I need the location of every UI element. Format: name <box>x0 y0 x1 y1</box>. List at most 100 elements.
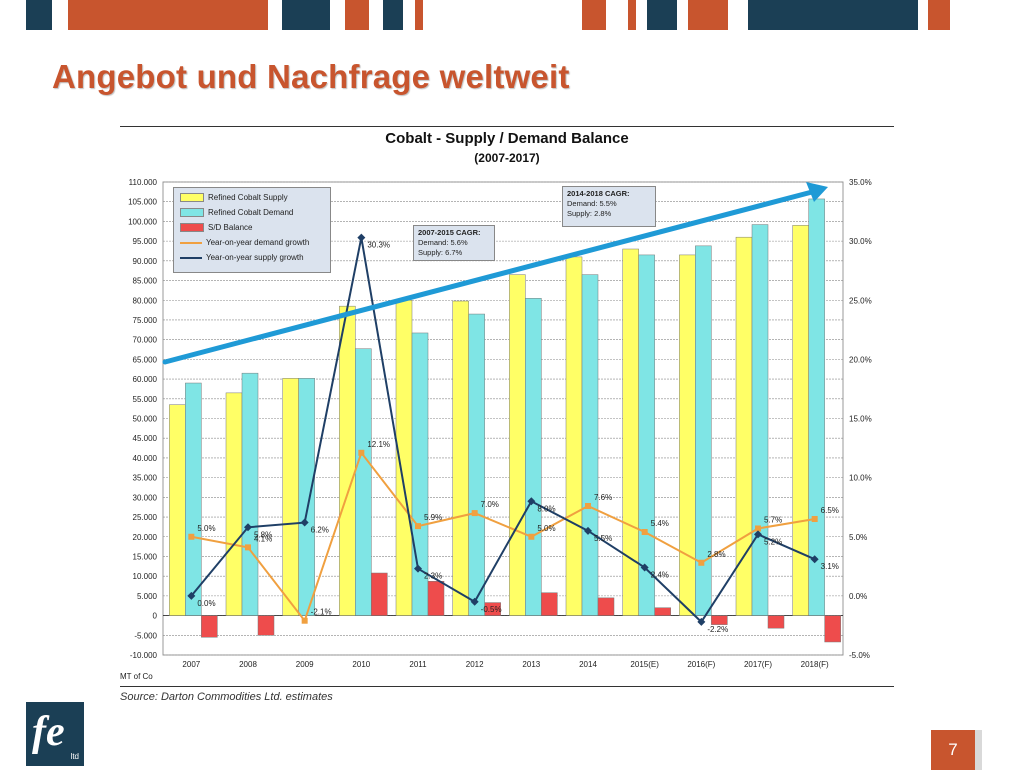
y-tick-label: 35.000 <box>133 474 158 483</box>
x-tick-label: 2014 <box>579 660 597 669</box>
supply-growth-point <box>300 518 309 527</box>
y2-tick-label: 20.0% <box>849 355 872 364</box>
y2-tick-label: -5.0% <box>849 651 870 660</box>
note-line: Supply: 2.8% <box>567 209 612 218</box>
supply-growth-label: 3.1% <box>821 562 839 571</box>
note-line: Supply: 6.7% <box>418 248 463 257</box>
supply-growth-line <box>190 237 816 624</box>
demand-growth-point <box>585 503 591 510</box>
x-tick-label: 2007 <box>182 660 200 669</box>
demand-bar <box>808 198 825 616</box>
logo-text: fe <box>32 709 65 755</box>
y2-tick-label: 10.0% <box>849 474 872 483</box>
x-tick-label: 2013 <box>522 660 540 669</box>
supply-bar <box>565 256 583 616</box>
y-tick-label: 90.000 <box>133 257 158 266</box>
x-tick-label: 2008 <box>239 660 257 669</box>
page-number: 7 <box>931 730 975 770</box>
supply-growth-point <box>244 523 252 532</box>
supply-bar <box>452 300 469 616</box>
demand-growth-label: 5.9% <box>424 513 442 522</box>
chart-subtitle: (2007-2017) <box>474 151 540 165</box>
top-decoration-bar <box>0 0 1024 30</box>
legend-label: S/D Balance <box>208 223 253 232</box>
demand-bar <box>241 372 259 616</box>
supply-growth-point <box>754 530 762 539</box>
demand-growth-label: 5.0% <box>197 524 215 533</box>
source-note: Source: Darton Commodities Ltd. estimate… <box>120 691 333 703</box>
x-tick-label: 2015(E) <box>630 660 659 669</box>
note-title: 2014-2018 CAGR: <box>567 189 630 198</box>
legend-item-demand-growth: Year-on-year demand growth <box>180 237 309 249</box>
y-tick-label: 25.000 <box>133 513 158 522</box>
y-tick-label: -5.000 <box>134 631 157 640</box>
supply-bar <box>282 378 299 616</box>
demand-growth-point <box>528 533 535 540</box>
demand-growth-label: -2.1% <box>311 608 332 617</box>
demand-bar <box>525 298 542 616</box>
demand-growth-label: 7.0% <box>481 500 499 509</box>
legend-item-demand: Refined Cobalt Demand <box>180 207 293 219</box>
balance-bar <box>711 615 728 625</box>
demand-growth-line <box>191 450 815 623</box>
y-tick-label: 85.000 <box>133 277 158 286</box>
demand-growth-point <box>188 533 195 540</box>
balance-bar <box>427 581 445 616</box>
supply-growth-point <box>357 233 366 242</box>
y-tick-label: 20.000 <box>133 533 158 542</box>
demand-growth-label: 5.4% <box>651 519 669 528</box>
demand-bar <box>468 313 485 616</box>
x-tick-label: 2011 <box>409 660 427 669</box>
demand-bar <box>185 382 202 616</box>
supply-growth-label: 5.2% <box>764 537 782 546</box>
note-line: Demand: 5.5% <box>567 199 617 208</box>
demand-growth-point <box>301 617 308 624</box>
y2-tick-label: 30.0% <box>849 237 872 246</box>
x-tick-label: 2010 <box>352 660 370 669</box>
logo-suffix: ltd <box>70 752 79 761</box>
y2-tick-label: 15.0% <box>849 415 872 424</box>
y-tick-label: 30.000 <box>133 493 158 502</box>
demand-growth-point <box>415 523 421 530</box>
supply-growth-label: 0.0% <box>197 599 215 608</box>
balance-bar <box>371 572 388 616</box>
cagr-note-2014-2018: 2014-2018 CAGR: Demand: 5.5% Supply: 2.8… <box>562 186 656 227</box>
supply-growth-label: 2.4% <box>651 570 669 579</box>
demand-growth-label: 6.5% <box>821 506 839 515</box>
supply-growth-point <box>527 497 536 506</box>
demand-growth-point <box>755 525 761 532</box>
demand-growth-point <box>641 529 648 536</box>
x-tick-label: 2009 <box>296 660 314 669</box>
supply-growth-label: 6.2% <box>311 526 329 535</box>
note-line: Demand: 5.6% <box>418 238 468 247</box>
x-tick-label: 2018(F) <box>801 660 829 669</box>
y-tick-label: 15.000 <box>133 552 158 561</box>
demand-growth-label: 5.0% <box>537 524 555 533</box>
legend-label: Refined Cobalt Demand <box>208 208 294 217</box>
supply-growth-point <box>640 563 649 572</box>
balance-bar <box>541 592 558 616</box>
y-tick-label: 60.000 <box>133 375 158 384</box>
demand-bar <box>355 348 372 616</box>
demand-growth-point <box>358 449 365 456</box>
demand-bar <box>581 274 599 616</box>
y2-tick-label: 35.0% <box>849 178 872 187</box>
y-tick-label: 95.000 <box>133 237 158 246</box>
supply-bar <box>622 248 639 616</box>
supply-bar <box>169 404 186 616</box>
y-tick-label: 110.000 <box>129 178 158 187</box>
supply-bar <box>679 254 696 616</box>
supply-growth-point <box>187 591 196 600</box>
y-tick-label: 75.000 <box>133 316 158 325</box>
demand-bar <box>695 245 712 616</box>
y-tick-label: 10.000 <box>133 572 158 581</box>
supply-growth-point <box>414 564 422 573</box>
y-tick-label: 5.000 <box>137 592 158 601</box>
demand-growth-point <box>698 559 705 566</box>
y-tick-label: 105.000 <box>128 198 157 207</box>
x-tick-label: 2012 <box>466 660 484 669</box>
supply-bar <box>339 305 356 616</box>
chart-top-rule <box>120 126 894 127</box>
balance-bar <box>767 615 785 629</box>
